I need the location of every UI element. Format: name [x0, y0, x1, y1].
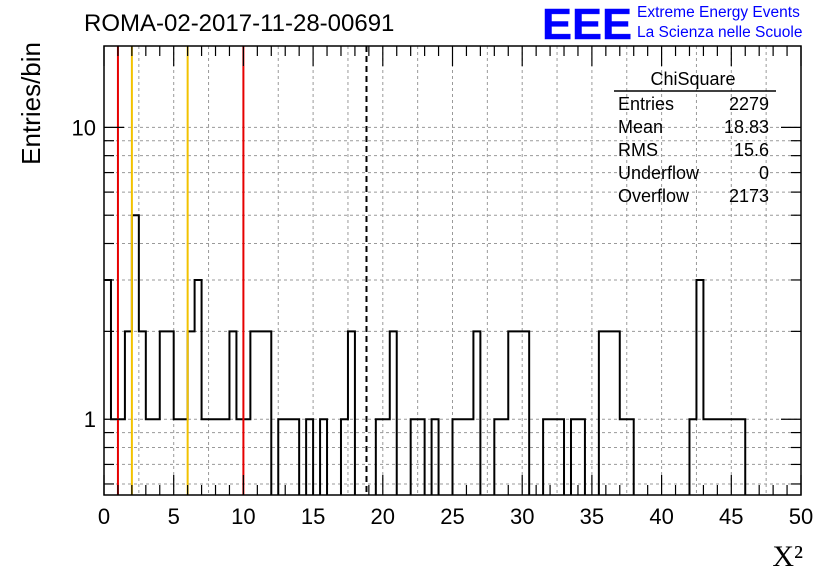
histogram-bin	[696, 280, 703, 495]
histogram-bin	[829, 419, 836, 495]
stats-row-label: Overflow	[618, 186, 690, 206]
axis-ticks	[103, 46, 802, 495]
histogram-bin	[139, 331, 146, 495]
histogram-bin	[132, 215, 139, 495]
histogram-bin	[348, 331, 355, 495]
axis-labels: 0 5 10 15 20 25 30 35 40 45 50 1 10 X² Entries/bin	[16, 42, 813, 572]
stats-row-label: Mean	[618, 117, 663, 137]
x-tick-label: 25	[440, 504, 464, 529]
histogram-bin	[160, 331, 167, 495]
x-tick-label: 40	[649, 504, 673, 529]
eee-line-2: La Scienza nelle Scuole	[637, 24, 803, 41]
histogram-bin	[606, 331, 613, 495]
eee-logo: EEE	[542, 2, 632, 42]
x-tick-label: 5	[168, 504, 180, 529]
x-tick-label: 30	[510, 504, 534, 529]
histogram-bin	[515, 331, 522, 495]
x-tick-label: 0	[98, 504, 110, 529]
y-tick-label: 10	[72, 115, 96, 140]
x-tick-label: 15	[301, 504, 325, 529]
histogram-bin	[125, 331, 132, 495]
stats-box: ChiSquare Entries 2279 Mean 18.83 RMS 15.6 Unde…	[614, 69, 776, 206]
histogram-bin	[522, 331, 529, 495]
histogram-bin	[264, 331, 271, 495]
histogram-bin	[188, 331, 195, 495]
x-tick-label: 35	[580, 504, 604, 529]
histogram-bars	[104, 214, 836, 495]
eee-branding: Extreme Energy Events La Scienza nelle S…	[637, 3, 802, 43]
stats-row-value: 2173	[729, 186, 769, 206]
histogram-bin	[822, 419, 829, 495]
histogram-bin	[473, 331, 480, 495]
histogram-bin	[508, 331, 515, 495]
stats-row-label: RMS	[618, 140, 658, 160]
eee-logo-text: EEE	[542, 2, 632, 42]
x-tick-label: 50	[789, 504, 813, 529]
x-tick-label: 45	[719, 504, 743, 529]
histogram-bin	[257, 331, 264, 495]
histogram-outline	[104, 214, 747, 495]
histogram-bin	[167, 331, 174, 495]
x-tick-label: 20	[371, 504, 395, 529]
stats-row-value: 15.6	[734, 140, 769, 160]
x-axis-label: X²	[772, 540, 803, 572]
x-tick-label: 10	[231, 504, 255, 529]
histogram-bin	[250, 331, 257, 495]
stats-row-label: Entries	[618, 94, 674, 114]
stats-row-label: Underflow	[618, 163, 700, 183]
histogram-bin	[229, 331, 236, 495]
marker-lines	[116, 46, 368, 495]
stats-box-title: ChiSquare	[650, 69, 735, 89]
histogram-bin	[104, 280, 111, 495]
eee-line-1: Extreme Energy Events	[637, 4, 800, 21]
histogram-bin	[613, 331, 620, 495]
y-axis-label: Entries/bin	[16, 42, 46, 165]
chart-title: ROMA-02-2017-11-28-00691	[84, 10, 395, 37]
y-tick-label: 1	[84, 407, 96, 432]
histogram-bin	[599, 331, 606, 495]
histogram-bin	[390, 331, 397, 495]
histogram-bin	[195, 280, 202, 495]
stats-row-value: 0	[759, 163, 769, 183]
histogram-bin	[815, 419, 822, 495]
stats-row-value: 2279	[729, 94, 769, 114]
stats-row-value: 18.83	[724, 117, 769, 137]
